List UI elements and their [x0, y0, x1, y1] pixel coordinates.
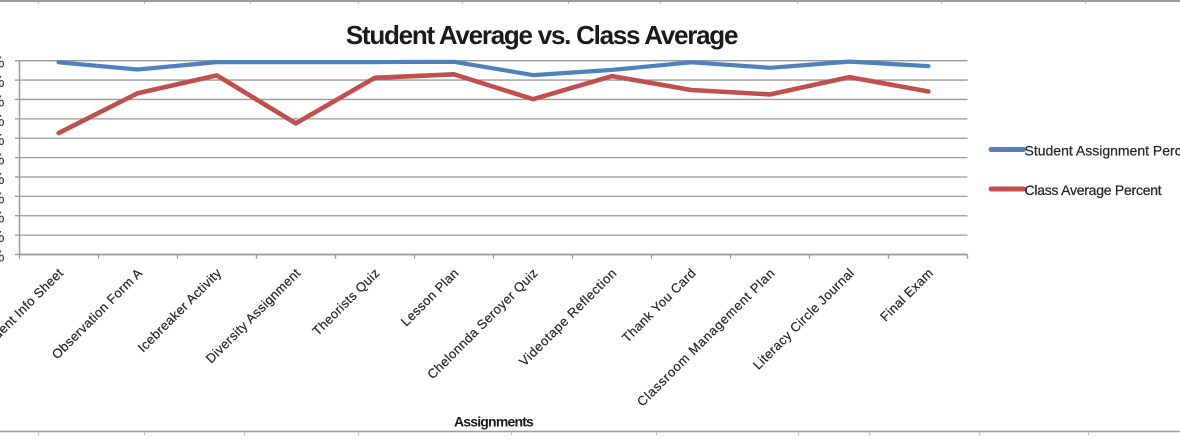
svg-text:20.00%: 20.00% [0, 210, 5, 227]
svg-text:60.00%: 60.00% [0, 132, 5, 149]
svg-text:Student Average vs. Class Aver: Student Average vs. Class Average [346, 20, 738, 50]
svg-text:Assignments: Assignments [454, 414, 534, 430]
svg-text:50.00%: 50.00% [0, 152, 5, 169]
svg-text:80.00%: 80.00% [0, 93, 5, 110]
svg-text:Student Assignment Percent: Student Assignment Percent [1025, 142, 1180, 158]
svg-text:10.00%: 10.00% [0, 229, 5, 246]
svg-text:0.00%: 0.00% [0, 249, 5, 266]
svg-text:70.00%: 70.00% [0, 113, 5, 130]
svg-text:Class Average Percent: Class Average Percent [1025, 182, 1162, 198]
svg-text:30.00%: 30.00% [0, 190, 5, 207]
svg-text:100.00%: 100.00% [0, 55, 5, 72]
svg-text:90.00%: 90.00% [0, 74, 5, 91]
svg-text:40.00%: 40.00% [0, 171, 5, 188]
